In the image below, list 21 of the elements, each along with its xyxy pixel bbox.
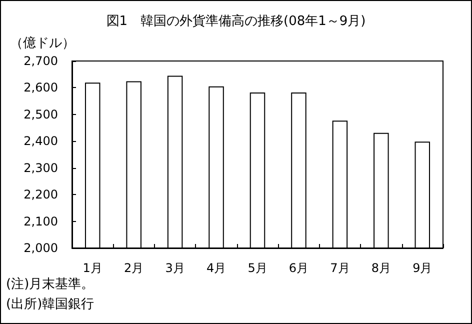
y-tick-label: 2,400: [24, 134, 58, 148]
y-tick-label: 2,000: [24, 241, 58, 255]
x-tick-label: 9月: [412, 261, 432, 275]
chart-title: 図1 韓国の外貨準備高の推移(08年1～9月): [106, 13, 366, 29]
y-tick-label: 2,300: [24, 160, 58, 175]
x-tick-label: 7月: [330, 261, 350, 275]
text: (出所)韓国銀行: [6, 297, 94, 312]
y-tick-label: 2,600: [24, 80, 58, 95]
x-tick-label: 6月: [288, 261, 309, 275]
y-tick-label: 2,500: [24, 107, 58, 122]
x-tick-label: 4月: [206, 261, 226, 275]
y-tick-label: 2,700: [24, 54, 58, 68]
x-tick-label: 2月: [124, 261, 144, 275]
x-tick-label: 8月: [371, 261, 391, 275]
y-axis-title: （億ドル）: [10, 36, 75, 51]
x-tick-label: 3月: [165, 261, 185, 275]
x-tick-label: 5月: [248, 261, 268, 275]
y-tick-label: 2,200: [24, 188, 58, 202]
x-tick-label: 1月: [82, 261, 102, 275]
text: (注)月末基準。: [6, 277, 94, 292]
y-tick-label: 2,100: [24, 214, 58, 228]
